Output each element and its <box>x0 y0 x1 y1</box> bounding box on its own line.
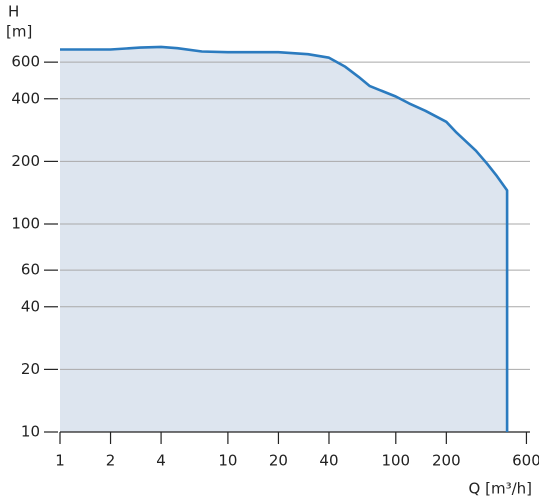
y-axis-label: H <box>8 3 19 21</box>
y-tick-label: 10 <box>21 423 40 441</box>
area-fill <box>60 46 508 433</box>
x-tick-label: 2 <box>106 452 116 470</box>
y-tick-label: 60 <box>21 261 40 279</box>
x-axis-label: Q [m³/h] <box>469 480 532 498</box>
x-tick-label: 20 <box>269 452 288 470</box>
line <box>60 45 509 432</box>
y-tick-label: 40 <box>21 297 40 315</box>
y-tick-label: 600 <box>11 53 40 71</box>
x-tick-label: 4 <box>156 452 166 470</box>
x-tick-label: 100 <box>381 452 410 470</box>
y-tick-label: 200 <box>11 152 40 170</box>
x-tick-label: 600 <box>512 452 539 470</box>
x-tick-label: 40 <box>319 452 338 470</box>
x-tick-label: 1 <box>55 452 65 470</box>
x-tick-label: 10 <box>218 452 237 470</box>
x-tick-label: 200 <box>432 452 461 470</box>
y-tick-label: 20 <box>21 360 40 378</box>
y-tick-label: 400 <box>11 89 40 107</box>
y-tick-label: 100 <box>11 215 40 233</box>
y-axis-unit: [m] <box>6 23 32 41</box>
